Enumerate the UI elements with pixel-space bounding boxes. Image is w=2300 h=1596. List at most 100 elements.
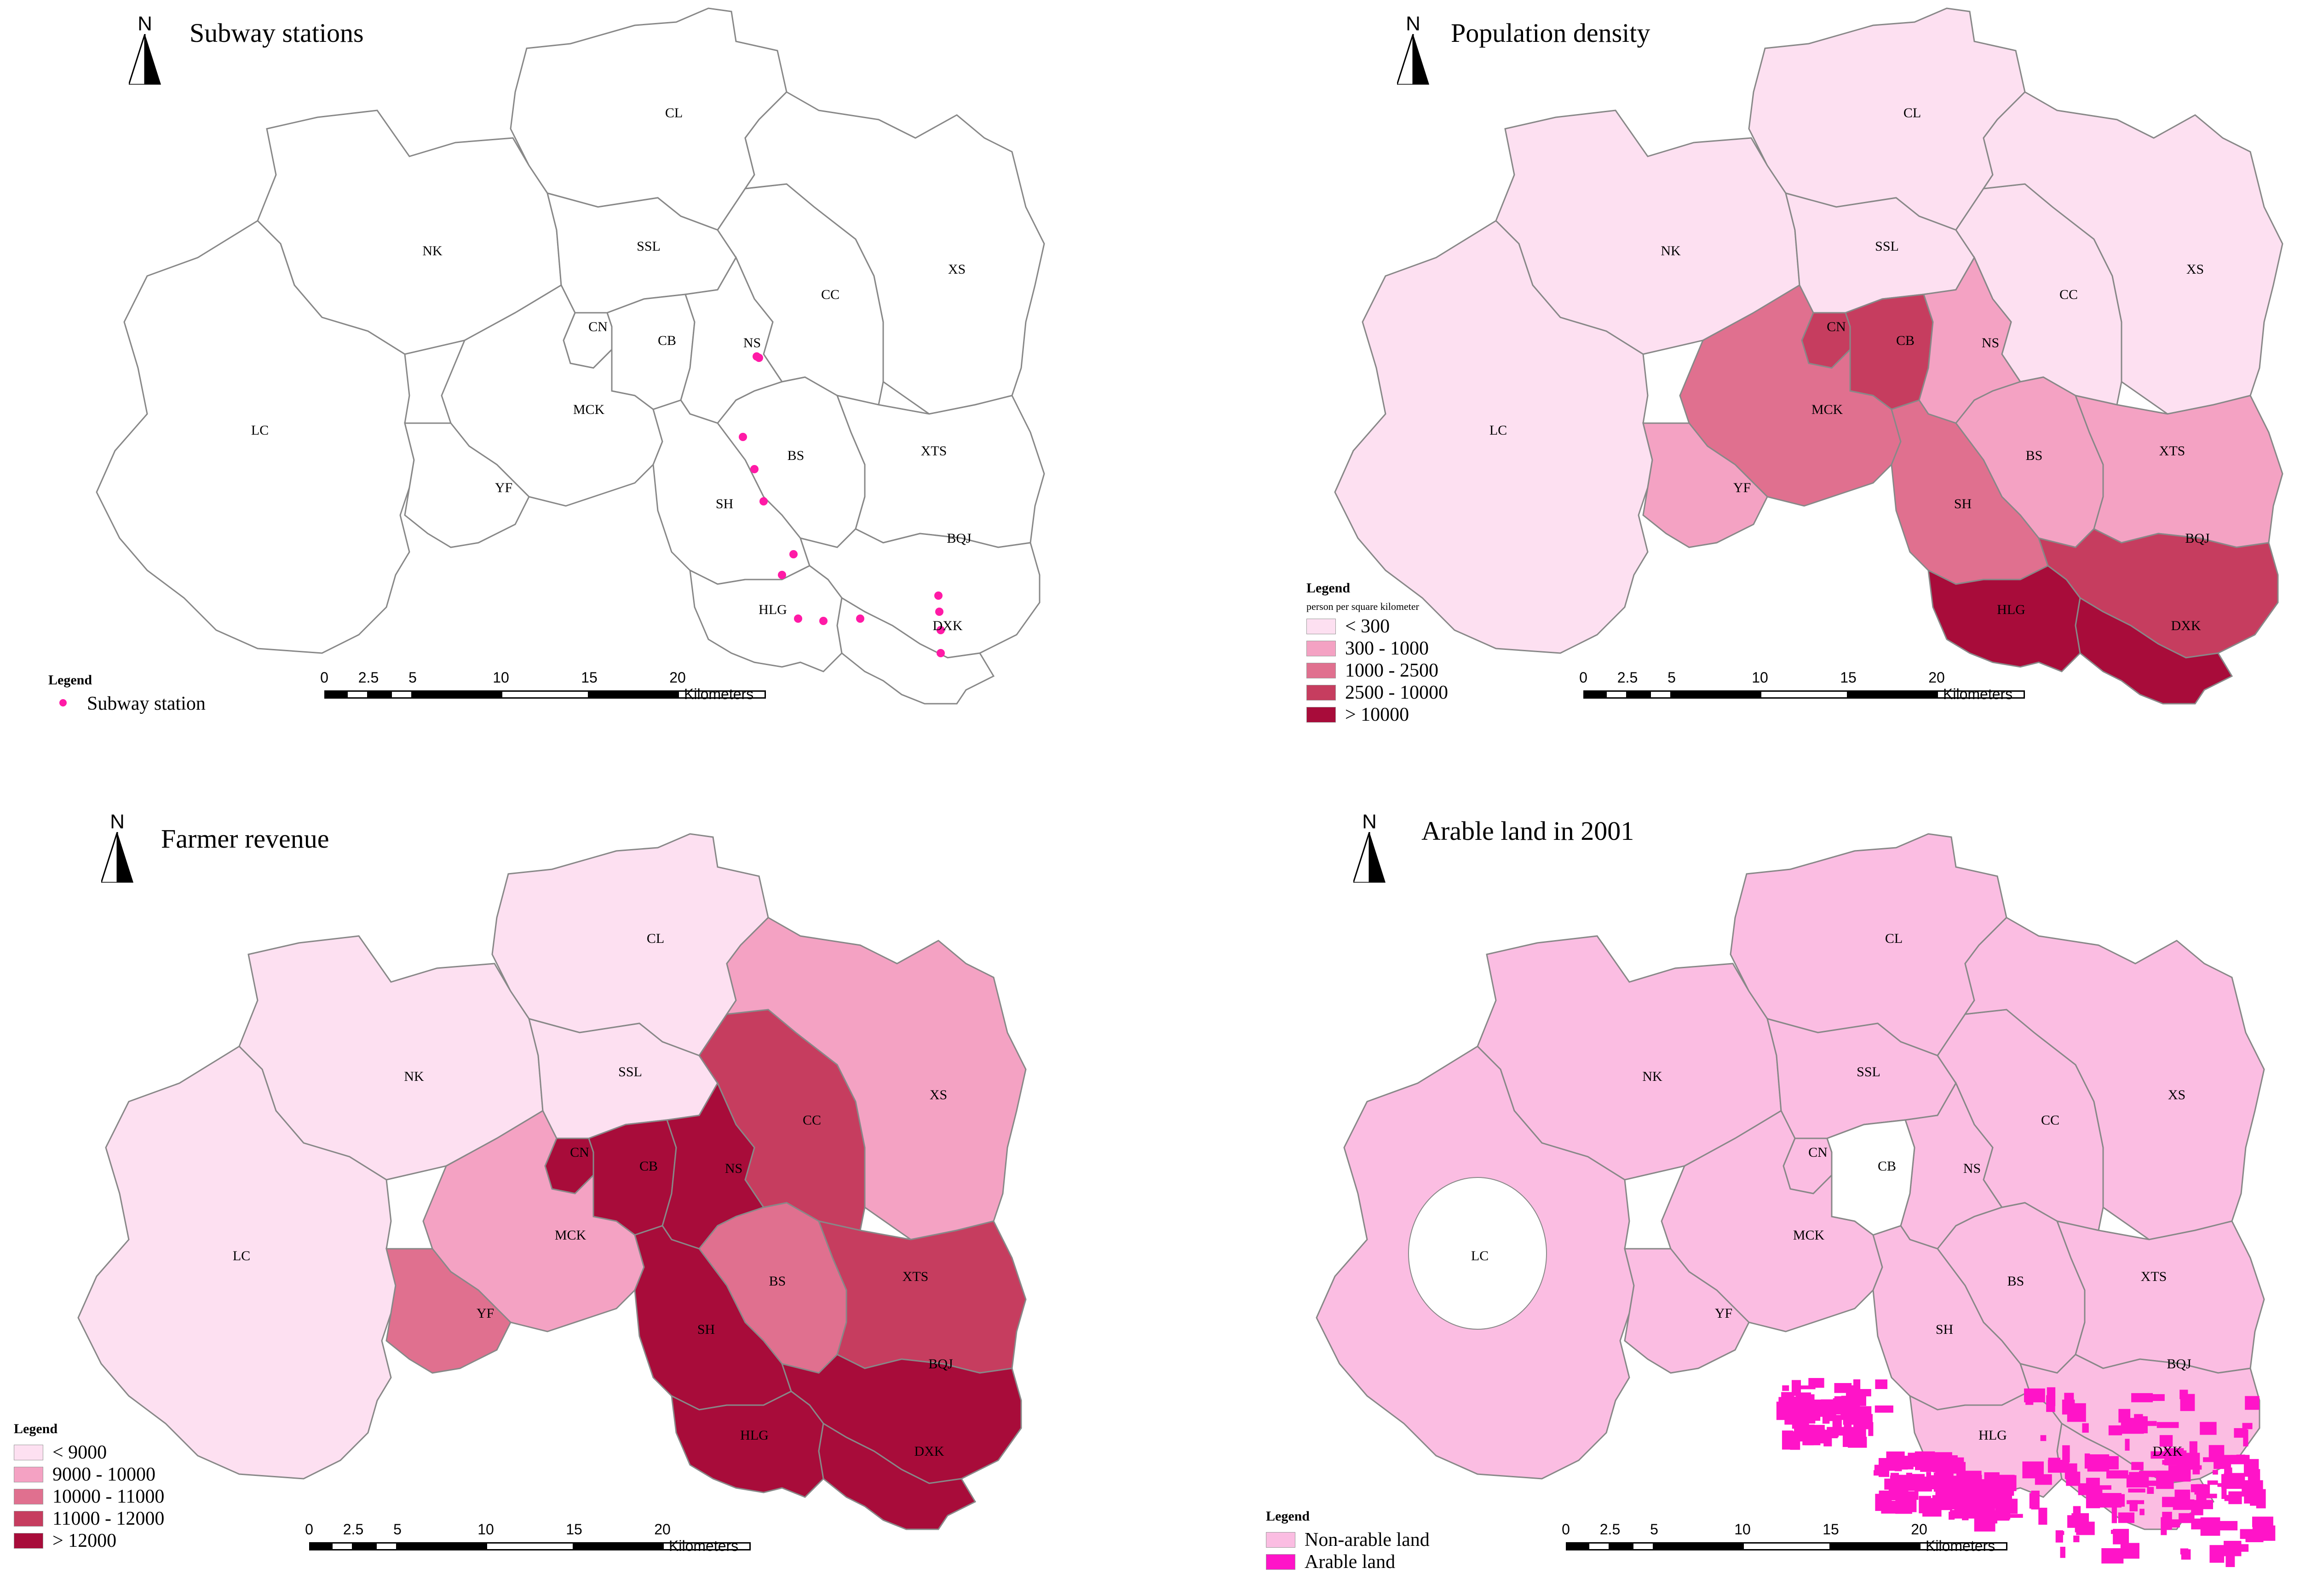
subway-station-dot [937, 626, 945, 634]
arable-patch [2242, 1423, 2253, 1430]
district-label-nk: NK [422, 243, 443, 258]
district-hlg [671, 1390, 824, 1498]
arable-patch [2221, 1487, 2227, 1499]
scale-tick-label: 5 [393, 1521, 402, 1538]
arable-patch [2128, 1488, 2145, 1493]
district-label-xs: XS [2168, 1087, 2185, 1102]
arable-patch [2203, 1457, 2223, 1462]
arable-patch [2224, 1541, 2242, 1556]
scale-bar-segments [324, 690, 766, 699]
district-label-nk: NK [404, 1069, 424, 1084]
district-label-ssl: SSL [637, 239, 661, 254]
legend-label: < 300 [1345, 616, 1390, 637]
arable-patch [1881, 1465, 1902, 1471]
subway-station-dot [819, 617, 828, 625]
scale-bar: 0 2.5 5 10 15 20 Kilometers [320, 669, 766, 706]
arable-patch [2243, 1429, 2248, 1447]
arable-patch [1957, 1500, 1978, 1507]
district-label-yf: YF [477, 1306, 494, 1321]
arable-patch [1890, 1473, 1899, 1483]
district-label-hlg: HLG [740, 1428, 769, 1443]
arable-patch [2209, 1545, 2225, 1563]
arable-patch [1782, 1385, 1789, 1391]
map-title: Farmer revenue [161, 824, 329, 854]
district-label-xts: XTS [903, 1269, 929, 1284]
panel-arable-land: CL NK SSL CC XS CN CB NS LC MCK BS XTS YF SH BQJ HLG DXK… [1183, 798, 2300, 1596]
legend-label: 2500 - 10000 [1345, 682, 1448, 703]
arable-patch [1824, 1415, 1840, 1421]
arable-patch [2024, 1388, 2045, 1402]
legend-label: 300 - 1000 [1345, 638, 1429, 659]
arable-patch [1878, 1458, 1890, 1477]
district-hlg [689, 565, 843, 672]
scale-tick-label: 20 [654, 1521, 671, 1538]
arable-patch [2147, 1487, 2154, 1494]
arable-patch [1874, 1405, 1893, 1413]
arable-patch [2125, 1439, 2130, 1451]
arable-patch [2180, 1394, 2195, 1411]
arable-patch [2084, 1453, 2090, 1469]
arable-patch [1868, 1422, 1874, 1436]
arable-patch [1827, 1430, 1836, 1436]
arable-patch [2090, 1485, 2111, 1490]
district-label-bqj: BQJ [2185, 531, 2210, 546]
subway-station-dot [755, 354, 763, 362]
arable-patch [1911, 1497, 1917, 1512]
map-title: Population density [1451, 18, 1650, 48]
district-lc [1334, 220, 1653, 654]
arable-patch [2200, 1422, 2217, 1435]
district-label-cn: CN [1808, 1145, 1828, 1160]
scale-tick-label: 15 [581, 669, 598, 686]
district-label-lc: LC [1489, 423, 1507, 438]
arable-patch [2134, 1414, 2143, 1422]
legend-label: 10000 - 11000 [52, 1486, 165, 1507]
scale-bar-segments [1583, 690, 2025, 699]
arable-patch [1984, 1481, 1990, 1496]
arable-patch [2150, 1451, 2169, 1459]
legend-item: Arable land [1266, 1551, 1430, 1573]
legend-label: Subway station [87, 693, 206, 714]
subway-station-dot-icon [48, 699, 78, 709]
district-dxk [2075, 597, 2233, 705]
legend-swatch [1306, 641, 1336, 656]
legend-title: Legend [1306, 580, 1351, 596]
scale-tick-label: 0 [320, 669, 328, 686]
arable-patch [1956, 1471, 1970, 1480]
arable-patch [2179, 1513, 2195, 1523]
district-label-mck: MCK [555, 1228, 586, 1243]
arable-patch [2086, 1477, 2100, 1489]
scale-tick-label: 20 [1928, 669, 1945, 686]
arable-patch [2159, 1435, 2173, 1447]
arable-patch [1926, 1472, 1931, 1478]
arable-patch [2087, 1454, 2110, 1472]
arable-patch [1835, 1415, 1851, 1420]
arable-patch [2064, 1463, 2077, 1479]
legend-item: 1000 - 2500 [1306, 660, 1448, 682]
legend-swatch [1306, 707, 1336, 723]
arable-patch [1955, 1489, 1968, 1494]
legend-item: < 300 [1306, 615, 1448, 637]
district-xts [817, 1220, 1027, 1374]
legend-label: 1000 - 2500 [1345, 660, 1438, 681]
subway-station-dot [794, 614, 802, 623]
legend-subtitle: person per square kilometer [1306, 601, 1419, 612]
north-arrow-icon: N [1349, 812, 1390, 883]
district-label-xts: XTS [921, 443, 947, 459]
district-xts [836, 394, 1045, 548]
map-legend: Legend < 9000 9000 - 10000 10000 - 11000 11… [14, 1421, 164, 1552]
district-label-bs: BS [2026, 448, 2043, 463]
arable-patch [1984, 1510, 1993, 1523]
arable-patch [2040, 1435, 2047, 1441]
district-label-cl: CL [1885, 931, 1903, 946]
arable-patch [2062, 1445, 2070, 1463]
arable-patch [1903, 1462, 1921, 1467]
arable-patch [2086, 1493, 2100, 1509]
arable-patch [2248, 1469, 2260, 1487]
district-label-cb: CB [658, 333, 676, 348]
district-lc [77, 1045, 397, 1480]
district-label-bs: BS [788, 448, 805, 463]
legend-title: Legend [48, 672, 92, 688]
scale-unit-label: Kilometers [1943, 686, 2013, 702]
legend-item: Non-arable land [1266, 1529, 1430, 1551]
district-label-cn: CN [1827, 319, 1846, 334]
